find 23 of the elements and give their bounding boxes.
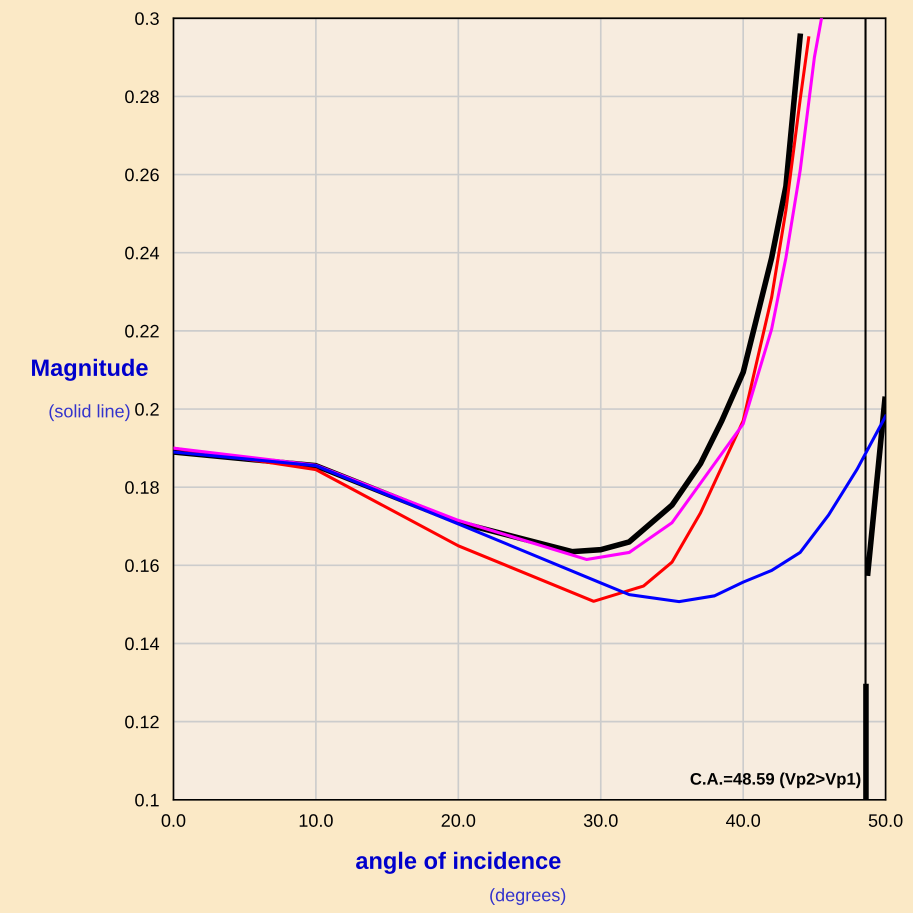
x-tick-label: 40.0 [726,814,760,827]
y-tick-label: 0.24 [125,246,160,260]
x-tick-label: 30.0 [584,814,618,827]
y-tick-label: 0.12 [125,716,159,728]
y-tick-label: 0.1 [135,794,159,807]
y-tick-label: 0.22 [125,324,159,338]
y-tick-label: 0.28 [125,90,159,104]
y-tick-label: 0.18 [125,481,159,494]
x-tick-label: 0.0 [162,814,186,827]
line-series [173,414,886,604]
y-tick-label: 0.16 [125,559,159,572]
x-axis-title: angle of incidence [356,852,561,874]
y-tick-label: 0.26 [125,168,159,182]
text: (solid line) [49,404,130,422]
x-tick-label: 20.0 [442,814,476,827]
y-tick-label: 0.3 [135,12,159,25]
text: (degrees) [490,888,566,905]
y-tick-label: 0.2 [135,402,159,416]
x-tick-label: 10.0 [300,814,333,827]
ref-line-label: C.A.=48.59 (Vp2>Vp1) [690,772,860,788]
x-tick-label: 50.0 [868,814,902,827]
y-axis-title: Magnitude [32,358,148,381]
y-tick-label: 0.14 [125,637,160,650]
